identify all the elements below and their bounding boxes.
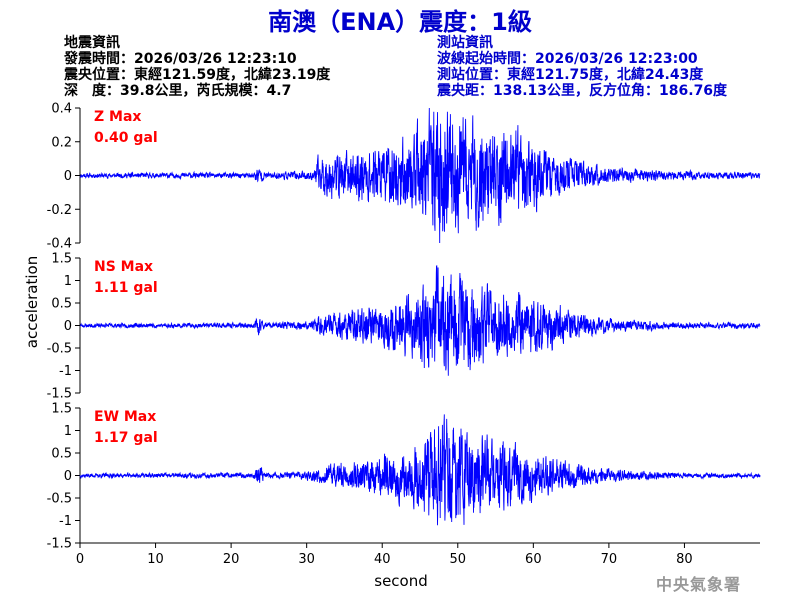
y-tick-label-ew: -1.5: [47, 537, 72, 552]
y-tick-label-ew: -1: [59, 514, 72, 529]
y-tick-label-ew: 1: [64, 424, 72, 439]
y-tick-label-ew: 0.5: [51, 447, 72, 462]
y-tick-label-ew: 1.5: [51, 402, 72, 417]
agency-footer: 中央氣象署: [656, 575, 742, 594]
y-tick-label-ew: 0: [64, 469, 72, 484]
y-tick-label-ns: 0: [64, 319, 72, 334]
x-tick-label: 70: [601, 552, 618, 567]
earthquake-info-heading: 地震資訊: [64, 35, 120, 51]
epicentral-distance: 震央距：138.13公里，反方位角：186.76度: [437, 83, 728, 99]
max-value-z: 0.40 gal: [94, 130, 158, 146]
max-label-ew: EW Max: [94, 409, 156, 425]
y-tick-label-z: 0.4: [51, 102, 72, 117]
y-tick-label-ns: 1: [64, 274, 72, 289]
x-tick-label: 10: [147, 552, 164, 567]
y-tick-label-ns: -1.5: [47, 387, 72, 402]
y-tick-label-z: -0.2: [47, 203, 72, 218]
station-location: 測站位置：東經121.75度，北緯24.43度: [437, 67, 704, 83]
x-tick-label: 50: [450, 552, 467, 567]
station-info-heading: 測站資訊: [437, 35, 493, 51]
waveform-trace-ns: [79, 265, 761, 376]
y-tick-label-ns: -1: [59, 364, 72, 379]
max-label-ns: NS Max: [94, 259, 153, 275]
origin-time: 發震時間：2026/03/26 12:23:10: [64, 51, 297, 67]
x-tick-label: 20: [223, 552, 240, 567]
y-tick-label-z: 0.2: [51, 135, 72, 150]
x-tick-label: 60: [525, 552, 542, 567]
x-tick-label: 40: [374, 552, 391, 567]
wave-start-time: 波線起始時間：2026/03/26 12:23:00: [437, 51, 698, 67]
chart-title: 南澳（ENA）震度：1級: [268, 8, 532, 36]
x-tick-label: 0: [76, 552, 84, 567]
y-tick-label-ns: 1.5: [51, 252, 72, 267]
x-tick-label: 30: [298, 552, 315, 567]
station-info: 測站資訊 波線起始時間：2026/03/26 12:23:00 測站位置：東經1…: [437, 35, 727, 99]
y-tick-label-ns: 0.5: [51, 297, 72, 312]
max-value-ew: 1.17 gal: [94, 430, 158, 446]
waveform-trace-ew: [79, 414, 761, 526]
earthquake-info: 地震資訊 發震時間：2026/03/26 12:23:10 震央位置：東經121…: [64, 35, 330, 99]
x-tick-label: 80: [676, 552, 693, 567]
max-label-z: Z Max: [94, 109, 141, 125]
y-tick-label-z: 0: [64, 169, 72, 184]
y-tick-label-ew: -0.5: [47, 492, 72, 507]
waveform-trace-z: [79, 107, 761, 244]
y-tick-label-ns: -0.5: [47, 342, 72, 357]
y-axis-label: acceleration: [23, 256, 41, 348]
epicenter-location: 震央位置：東經121.59度，北緯23.19度: [64, 67, 331, 83]
depth-magnitude: 深 度：39.8公里，芮氏規模：4.7: [64, 83, 292, 99]
y-tick-label-z: -0.4: [47, 237, 72, 252]
x-axis-label: second: [374, 572, 428, 590]
max-value-ns: 1.11 gal: [94, 280, 158, 296]
